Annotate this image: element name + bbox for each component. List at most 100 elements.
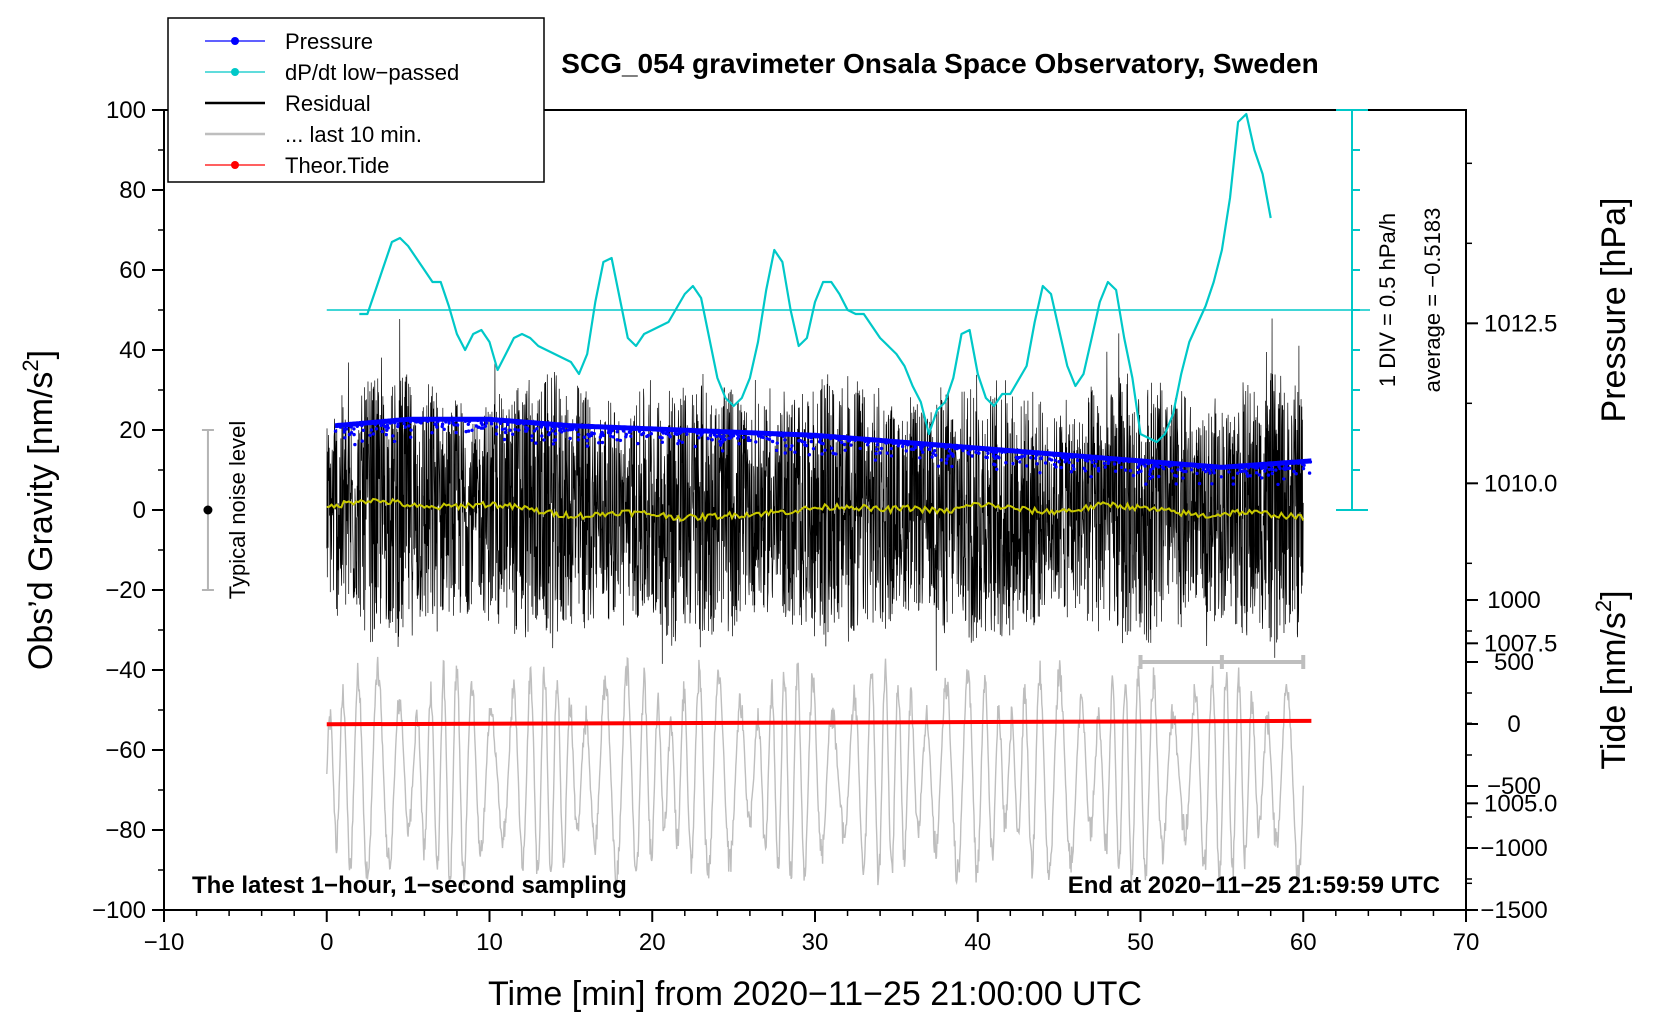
pressure-point (574, 425, 578, 429)
pressure-point (1187, 463, 1191, 468)
pressure-point (1039, 456, 1044, 460)
pressure-point (1053, 458, 1058, 462)
pressure-point (463, 419, 467, 423)
pressure-point (807, 453, 811, 457)
pressure-point (435, 425, 439, 429)
pressure-point (1107, 460, 1111, 464)
pressure-point (546, 427, 550, 431)
chart-title: SCG_054 gravimeter Onsala Space Observat… (561, 48, 1318, 79)
pressure-point (1219, 475, 1224, 479)
series-pressure (333, 416, 1313, 487)
pressure-point (804, 443, 809, 448)
pressure-point (516, 428, 521, 432)
pressure-point (566, 428, 570, 432)
pressure-point (430, 418, 434, 422)
pressure-point (1069, 470, 1074, 474)
tide-tick-label-2: 0 (1507, 711, 1520, 738)
pressure-point (523, 429, 528, 433)
pressure-point (837, 438, 841, 442)
pressure-point (886, 439, 890, 444)
pressure-point (1083, 458, 1088, 462)
pressure-point (472, 417, 476, 422)
pressure-point (650, 428, 655, 432)
pressure-point (1108, 456, 1112, 461)
y-axis-left-title-sup: 2 (18, 359, 43, 371)
legend-dot-1 (231, 68, 239, 76)
pressure-point (1146, 461, 1151, 466)
tide-tick-label-4: −1000 (1480, 835, 1547, 862)
pressure-point (753, 432, 757, 436)
pressure-point (522, 422, 526, 426)
residual-line (326, 318, 1304, 671)
pressure-point (1075, 454, 1079, 458)
pressure-point (1257, 473, 1262, 477)
pressure-point (985, 455, 989, 460)
pressure-point (949, 451, 953, 456)
pressure-point (946, 454, 950, 458)
pressure-point (1157, 474, 1161, 479)
pressure-point (697, 436, 701, 440)
pressure-point (756, 434, 761, 438)
pressure-point (466, 429, 471, 433)
x-tick-label-1: 0 (320, 929, 333, 956)
noise-level-label: Typical noise level (225, 421, 250, 600)
pressure-point (865, 443, 870, 447)
pressure-point (667, 433, 671, 437)
pressure-point (1195, 471, 1199, 476)
pressure-point (1096, 469, 1101, 473)
x-tick-label-7: 60 (1290, 929, 1317, 956)
pressure-point (1018, 460, 1022, 464)
pressure-point (436, 419, 440, 424)
pressure-point (997, 449, 1002, 453)
pressure-point (333, 429, 338, 433)
pressure-point (371, 432, 376, 436)
pressure-point (1049, 458, 1054, 462)
pressure-point (933, 453, 938, 457)
pressure-point (768, 432, 772, 436)
pressure-point (939, 458, 944, 462)
pressure-point (534, 441, 538, 445)
pressure-point (542, 438, 546, 442)
pressure-point (666, 428, 670, 433)
pressure-point (811, 447, 816, 451)
pressure-point (1246, 466, 1251, 470)
pressure-point (646, 433, 650, 438)
pressure-point (853, 438, 857, 442)
pressure-point (600, 440, 605, 445)
pressure-point (1067, 460, 1071, 464)
y-tick-label-7: −40 (105, 657, 146, 684)
pressure-point (565, 423, 570, 428)
pressure-point (576, 432, 581, 437)
pressure-point (735, 432, 739, 436)
pressure-point (1136, 465, 1140, 469)
pressure-point (1082, 466, 1086, 470)
pressure-point (1269, 464, 1274, 468)
pressure-point (1047, 453, 1052, 457)
pressure-point (803, 440, 807, 445)
pressure-point (1143, 464, 1147, 468)
pressure-point (477, 418, 481, 422)
pressure-point (746, 436, 751, 440)
pressure-point (783, 451, 787, 455)
pressure-point (535, 427, 539, 431)
pressure-point (906, 443, 910, 447)
pressure-point (918, 456, 922, 460)
pressure-point (818, 436, 822, 441)
pressure-point (575, 427, 579, 432)
pressure-point (849, 443, 853, 447)
pressure-point (731, 434, 736, 438)
pressure-point (985, 448, 989, 452)
pressure-point (598, 435, 603, 439)
pressure-point (950, 464, 954, 469)
pressure-point (961, 448, 965, 453)
legend-label-1: dP/dt low−passed (285, 60, 459, 85)
pressure-point (944, 446, 948, 450)
pressure-point (503, 430, 508, 435)
pressure-point (345, 427, 349, 431)
pressure-point (343, 423, 347, 428)
series-theor-tide (326, 718, 1312, 727)
pressure-tick-label-3: 1005.0 (1484, 790, 1557, 817)
pressure-point (920, 445, 924, 450)
pressure-point (823, 448, 827, 452)
pressure-point (1104, 457, 1109, 461)
